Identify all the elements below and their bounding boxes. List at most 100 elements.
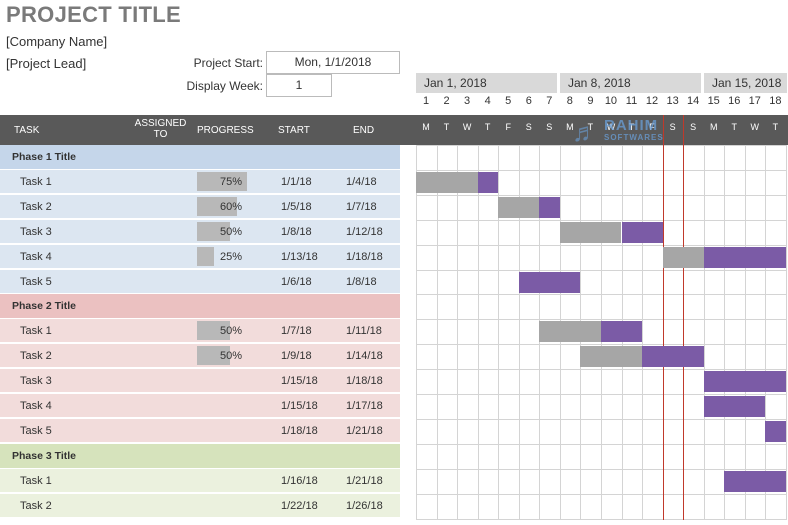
day-letter: M <box>416 122 436 132</box>
day-number: 9 <box>580 95 600 107</box>
grid-vline <box>457 145 458 520</box>
task-end: 1/11/18 <box>346 325 382 337</box>
task-progress: 50% <box>220 226 242 238</box>
grid-vline <box>745 145 746 520</box>
col-start: START <box>278 125 310 136</box>
gantt-bar-remaining[interactable] <box>539 197 560 218</box>
gantt-bar-remaining[interactable] <box>704 396 766 417</box>
grid-hline <box>416 344 786 345</box>
grid-hline <box>416 319 786 320</box>
task-start: 1/22/18 <box>281 500 318 512</box>
table-row[interactable]: Task 3 1/15/18 1/18/18 <box>0 369 400 393</box>
table-row[interactable]: Task 4 25% 1/13/18 1/18/18 <box>0 245 400 269</box>
task-end: 1/26/18 <box>346 500 383 512</box>
phase-row[interactable]: Phase 3 Title <box>0 444 400 469</box>
grid-vline <box>704 145 705 520</box>
task-name: Task 2 <box>20 350 52 362</box>
phase-row[interactable]: Phase 1 Title <box>0 145 400 170</box>
grid-hline <box>416 220 786 221</box>
table-row[interactable]: Task 2 1/22/18 1/26/18 <box>0 494 400 518</box>
phase-title: Phase 3 Title <box>12 450 76 462</box>
gantt-bar-remaining[interactable] <box>724 471 786 492</box>
phase-title: Phase 1 Title <box>12 151 76 163</box>
task-end: 1/8/18 <box>346 276 377 288</box>
day-number: 8 <box>560 95 580 107</box>
col-assigned: ASSIGNED TO <box>133 118 188 140</box>
project-start-input[interactable]: Mon, 1/1/2018 <box>266 51 400 74</box>
task-start: 1/18/18 <box>281 425 318 437</box>
task-name: Task 4 <box>20 251 52 263</box>
gantt-bar-complete[interactable] <box>663 247 704 268</box>
task-progress: 50% <box>220 350 242 362</box>
task-name: Task 2 <box>20 500 52 512</box>
task-end: 1/18/18 <box>346 375 383 387</box>
grid-hline <box>416 419 786 420</box>
display-week-label: Display Week: <box>170 79 263 93</box>
watermark-line2: SOFTWARES <box>604 133 664 142</box>
day-number: 7 <box>539 95 559 107</box>
gantt-bar-remaining[interactable] <box>519 272 581 293</box>
grid-hline <box>416 270 786 271</box>
grid-vline <box>478 145 479 520</box>
today-line <box>663 115 664 520</box>
day-number: 10 <box>601 95 621 107</box>
table-row[interactable]: Task 1 50% 1/7/18 1/11/18 <box>0 319 400 343</box>
day-letter: M <box>704 122 724 132</box>
table-row[interactable]: Task 1 1/16/18 1/21/18 <box>0 469 400 493</box>
col-end: END <box>353 125 374 136</box>
table-row[interactable]: Task 2 60% 1/5/18 1/7/18 <box>0 195 400 219</box>
table-row[interactable]: Task 1 75% 1/1/18 1/4/18 <box>0 170 400 194</box>
task-end: 1/21/18 <box>346 425 383 437</box>
day-letter: F <box>498 122 518 132</box>
table-row[interactable]: Task 5 1/18/18 1/21/18 <box>0 419 400 443</box>
task-name: Task 1 <box>20 475 52 487</box>
gantt-bar-complete[interactable] <box>498 197 539 218</box>
task-end: 1/21/18 <box>346 475 383 487</box>
project-lead[interactable]: [Project Lead] <box>6 56 86 71</box>
progress-bar <box>197 247 214 266</box>
day-letter: T <box>765 122 785 132</box>
gantt-bar-complete[interactable] <box>580 346 642 367</box>
day-number: 6 <box>519 95 539 107</box>
day-number: 16 <box>724 95 744 107</box>
day-number: 3 <box>457 95 477 107</box>
task-progress: 75% <box>220 176 242 188</box>
day-letter: S <box>539 122 559 132</box>
table-row[interactable]: Task 3 50% 1/8/18 1/12/18 <box>0 220 400 244</box>
task-start: 1/15/18 <box>281 375 318 387</box>
gantt-bar-complete[interactable] <box>416 172 478 193</box>
week-header: Jan 1, 2018 <box>416 73 558 93</box>
grid-vline <box>416 145 417 520</box>
gantt-bar-remaining[interactable] <box>704 247 786 268</box>
gantt-bar-remaining[interactable] <box>622 222 663 243</box>
display-week-input[interactable]: 1 <box>266 74 332 97</box>
task-name: Task 3 <box>20 226 52 238</box>
task-end: 1/7/18 <box>346 201 377 213</box>
task-name: Task 5 <box>20 276 52 288</box>
gantt-bar-remaining[interactable] <box>601 321 642 342</box>
watermark-logo-icon: ♬ <box>572 117 598 148</box>
grid-hline <box>416 469 786 470</box>
table-row[interactable]: Task 4 1/15/18 1/17/18 <box>0 394 400 418</box>
day-number: 12 <box>642 95 662 107</box>
grid-hline <box>416 494 786 495</box>
gantt-bar-complete[interactable] <box>539 321 601 342</box>
grid-vline <box>724 145 725 520</box>
day-letter: W <box>457 122 477 132</box>
gantt-bar-remaining[interactable] <box>704 371 786 392</box>
table-row[interactable]: Task 5 1/6/18 1/8/18 <box>0 270 400 294</box>
gantt-bar-complete[interactable] <box>560 222 622 243</box>
table-row[interactable]: Task 2 50% 1/9/18 1/14/18 <box>0 344 400 368</box>
company-name[interactable]: [Company Name] <box>6 34 107 49</box>
grid-hline <box>416 195 786 196</box>
task-name: Task 2 <box>20 201 52 213</box>
task-name: Task 4 <box>20 400 52 412</box>
phase-row[interactable]: Phase 2 Title <box>0 294 400 319</box>
gantt-bar-remaining[interactable] <box>765 421 786 442</box>
gantt-bar-remaining[interactable] <box>642 346 704 367</box>
grid-hline <box>416 444 786 445</box>
task-name: Task 5 <box>20 425 52 437</box>
task-name: Task 3 <box>20 375 52 387</box>
day-letter: T <box>724 122 744 132</box>
gantt-bar-remaining[interactable] <box>478 172 499 193</box>
